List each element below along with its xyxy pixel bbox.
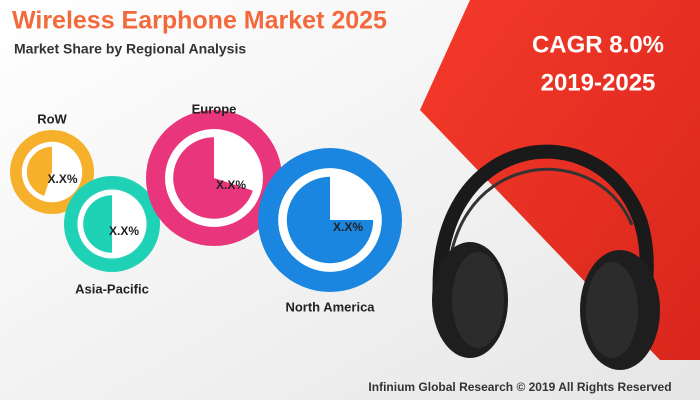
region-name: Europe	[192, 101, 237, 116]
region-pie	[26, 146, 52, 196]
region-value-label: X.X%	[109, 224, 139, 238]
region-pie	[173, 137, 253, 219]
region-value-label: X.X%	[216, 178, 246, 192]
title: Wireless Earphone Market 2025	[12, 7, 387, 35]
region-name: RoW	[37, 111, 67, 126]
region-name: North America	[285, 299, 375, 314]
region-name: Asia-Pacific	[75, 281, 149, 296]
subtitle: Market Share by Regional Analysis	[14, 41, 246, 57]
cagr-rate: CAGR 8.0%	[532, 31, 664, 58]
region-pie	[83, 195, 112, 253]
cagr-period: 2019-2025	[541, 69, 656, 96]
footer: Infinium Global Research © 2019 All Righ…	[368, 380, 671, 394]
region-pie	[286, 176, 374, 264]
headphones	[432, 144, 660, 370]
region-value-label: X.X%	[47, 172, 77, 186]
region-value-label: X.X%	[333, 220, 363, 234]
